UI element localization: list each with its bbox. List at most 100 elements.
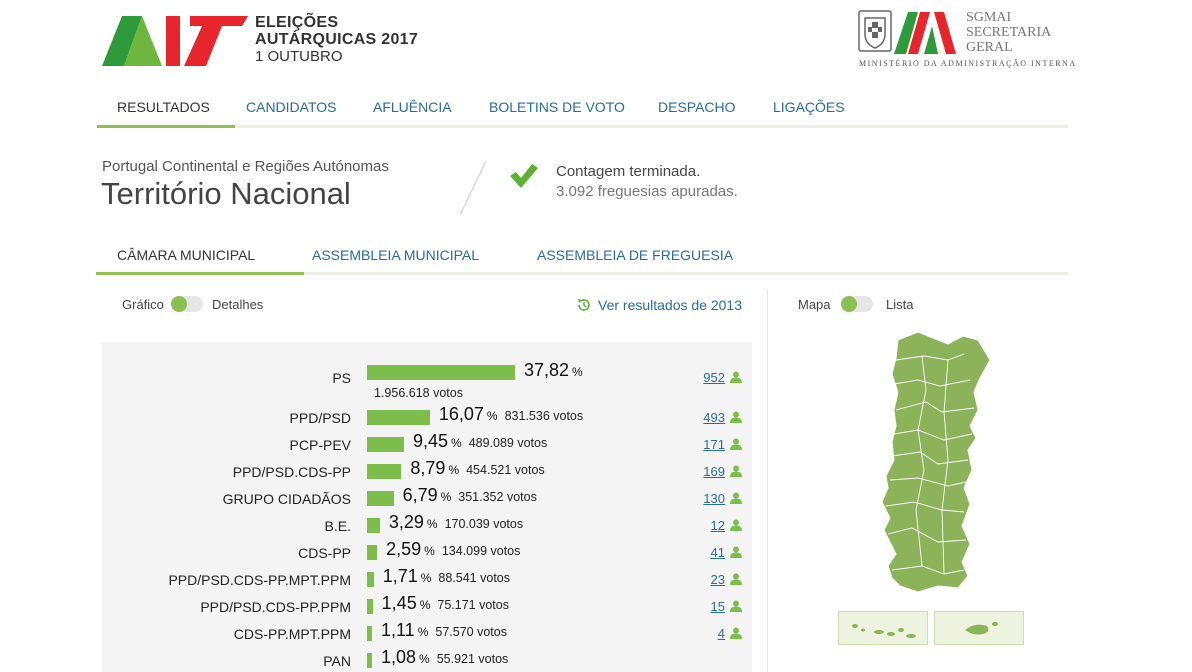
person-icon	[730, 573, 742, 585]
percent-sign: %	[419, 598, 431, 612]
person-icon	[730, 600, 742, 612]
map-toggle-mapa-label[interactable]: Mapa	[798, 297, 831, 312]
percentage-value: 8,79	[410, 458, 446, 478]
percentage-value: 1,45	[381, 593, 417, 613]
a17-logo[interactable]	[102, 16, 248, 66]
tab-active-indicator	[96, 272, 304, 275]
azores-islands	[852, 624, 916, 638]
vote-count: 1.956.618 votos	[374, 386, 463, 400]
result-bar	[367, 437, 404, 452]
party-name: PCP-PEV	[289, 437, 351, 453]
vote-count: 351.352 votos	[458, 490, 537, 504]
main-nav: RESULTADOS CANDIDATOS AFLUÊNCIA BOLETINS…	[97, 90, 1068, 128]
toggle-knob	[841, 296, 857, 312]
result-bar	[367, 410, 430, 425]
nav-despacho[interactable]: DESPACHO	[658, 99, 736, 115]
election-title-line1: ELEIÇÕES	[255, 14, 339, 31]
seats-link[interactable]: 171	[703, 437, 725, 452]
nav-resultados[interactable]: RESULTADOS	[117, 99, 210, 115]
vote-count: 88.541 votos	[438, 571, 510, 585]
mainland-portugal	[881, 331, 991, 593]
tab-assembleia-municipal[interactable]: ASSEMBLEIA MUNICIPAL	[312, 247, 480, 263]
tab-camara-municipal[interactable]: CÂMARA MUNICIPAL	[117, 247, 256, 263]
result-percentage: 9,45% 489.089 votos	[413, 431, 547, 452]
nav-candidatos[interactable]: CANDIDATOS	[246, 99, 337, 115]
percent-sign: %	[440, 490, 452, 504]
nav-afluencia[interactable]: AFLUÊNCIA	[373, 99, 452, 115]
seats-link[interactable]: 130	[703, 491, 725, 506]
view-toggle-grafico-label[interactable]: Gráfico	[122, 297, 164, 312]
madeira-map[interactable]	[934, 611, 1024, 645]
result-percentage: 1,11% 57.570 votos	[381, 620, 507, 641]
result-percentage: 1,45% 75.171 votos	[382, 593, 509, 614]
view-toggle-detalhes-label[interactable]: Detalhes	[212, 297, 264, 312]
percent-sign: %	[419, 652, 430, 666]
result-bar	[367, 599, 373, 614]
percentage-value: 1,11	[381, 620, 415, 640]
result-row: PPD/PSD.CDS-PP 8,79% 454.521 votos 169	[102, 458, 752, 483]
result-percentage: 1,71% 88.541 votos	[383, 566, 510, 587]
percent-sign: %	[486, 409, 498, 423]
tab-assembleia-de-freguesia[interactable]: ASSEMBLEIA DE FREGUESIA	[537, 247, 734, 263]
result-percentage: 8,79% 454.521 votos	[410, 458, 544, 479]
history-icon[interactable]	[576, 297, 592, 313]
history-results-link[interactable]: Ver resultados de 2013	[598, 297, 742, 313]
percent-sign: %	[448, 463, 460, 477]
sgmai-line1: SGMAI	[966, 10, 1012, 25]
person-icon	[730, 371, 742, 383]
result-bar	[367, 365, 515, 380]
seats-link[interactable]: 493	[703, 410, 725, 425]
azores-map[interactable]	[838, 611, 928, 645]
nav-boletins-de-voto[interactable]: BOLETINS DE VOTO	[489, 99, 625, 115]
percent-sign: %	[451, 436, 462, 450]
result-row: CDS-PP.MPT.PPM 1,11% 57.570 votos 4	[102, 620, 752, 645]
check-icon	[510, 164, 538, 188]
nav-ligacoes[interactable]: LIGAÇÕES	[773, 99, 845, 115]
percent-sign: %	[424, 544, 435, 558]
seats-link[interactable]: 41	[710, 545, 725, 560]
seats-link[interactable]: 15	[710, 599, 725, 614]
result-row: GRUPO CIDADÃOS 6,79% 351.352 votos 130	[102, 485, 752, 510]
vote-count: 831.536 votos	[504, 409, 584, 423]
result-row: PPD/PSD 16,07% 831.536 votos 493	[102, 404, 752, 429]
vote-count: 55.921 votos	[436, 652, 509, 666]
percent-sign: %	[420, 571, 432, 585]
person-icon	[730, 411, 742, 423]
ministry-name: MINISTÉRIO DA ADMINISTRAÇÃO INTERNA	[859, 59, 1077, 68]
person-icon	[730, 627, 742, 639]
party-name: B.E.	[324, 518, 351, 534]
result-percentage: 37,82%	[524, 360, 583, 381]
seats-link[interactable]: 4	[717, 626, 725, 641]
party-name: PPD/PSD.CDS-PP.PPM	[200, 599, 351, 615]
map-toggle-lista-label[interactable]: Lista	[886, 297, 914, 312]
sgmai-logo	[894, 12, 956, 54]
result-bar	[367, 464, 402, 479]
result-row: PCP-PEV 9,45% 489.089 votos 171	[102, 431, 752, 456]
vote-count: 489.089 votos	[468, 436, 548, 450]
sgmai-line2: SECRETARIA	[966, 25, 1052, 40]
region-subtitle: Portugal Continental e Regiões Autónomas	[102, 158, 389, 175]
region-title: Território Nacional	[101, 176, 351, 211]
result-percentage: 6,79% 351.352 votos	[403, 485, 537, 506]
vote-count: 57.570 votos	[435, 625, 507, 639]
person-icon	[730, 519, 742, 531]
vote-count: 75.171 votos	[437, 598, 509, 612]
map-toggle[interactable]	[841, 296, 873, 312]
seats-link[interactable]: 23	[710, 572, 725, 587]
seats-link[interactable]: 12	[710, 518, 725, 533]
results-panel	[102, 342, 752, 672]
person-icon	[730, 465, 742, 477]
view-toggle[interactable]	[171, 296, 203, 312]
portugal-map[interactable]	[878, 330, 1008, 600]
result-percentage: 3,29% 170.039 votos	[389, 512, 523, 533]
sgmai-line3: GERAL	[966, 40, 1013, 55]
party-name: PS	[332, 370, 351, 386]
seats-link[interactable]: 169	[703, 464, 725, 479]
percentage-value: 1,08	[381, 647, 417, 667]
party-name: PPD/PSD.CDS-PP.MPT.PPM	[168, 572, 351, 588]
seats-link[interactable]: 952	[703, 370, 725, 385]
result-bar	[367, 518, 380, 533]
percentage-value: 1,71	[382, 566, 418, 586]
party-name: CDS-PP	[298, 545, 351, 561]
percent-sign: %	[417, 625, 429, 639]
